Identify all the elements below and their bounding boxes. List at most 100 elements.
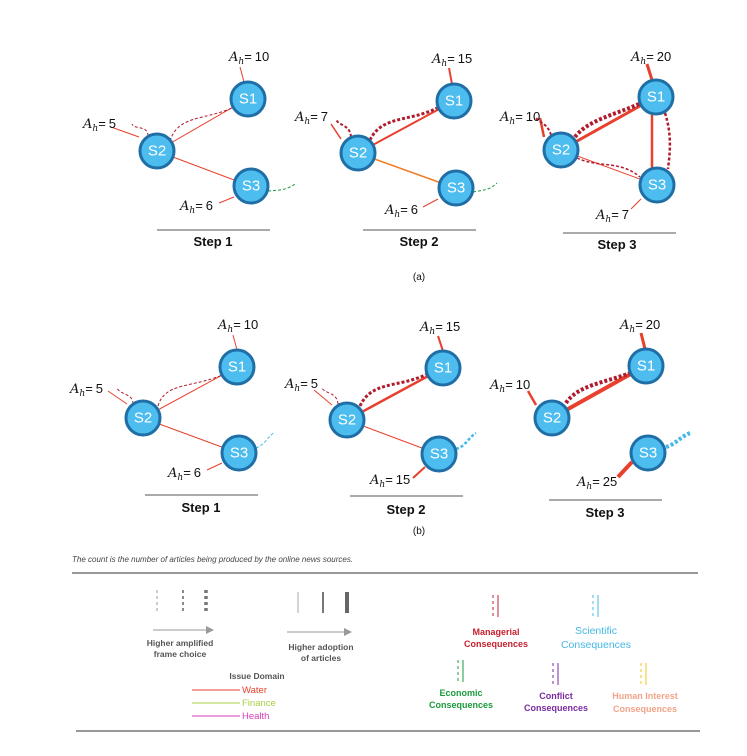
node-s1 [229,80,267,118]
managerial-dotted-edge [564,371,631,405]
managerial-dotted-edge [663,112,672,170]
edge-s1-ah [437,335,444,352]
node-s3 [420,435,458,473]
adoption-line2: of articles [301,653,341,663]
ah-label-s2: Ah= 5 [69,381,103,399]
economic-line1: Economic [439,688,482,698]
panel-a-step-3: S1 S2 S3 Ah= 20 Ah= 10 Ah= 7 Step 3 [499,49,676,252]
step-title: Step 2 [386,502,425,517]
panel-label-b: (b) [413,526,425,537]
managerial-dotted-edge [321,387,339,405]
node-s2-label: S2 [543,410,561,427]
step-title: Step 1 [181,500,220,515]
edge-s2-ah [313,389,333,406]
node-s1 [218,348,256,386]
edge-s1-ah [639,332,647,350]
managerial-line2: Consequences [464,639,528,649]
conflict-line2: Consequences [524,703,588,713]
node-s1-label: S1 [228,359,246,376]
managerial-dotted-edge [576,157,641,178]
legend-frame-choice: Higher amplified frame choice [147,590,214,659]
node-s2-label: S2 [338,412,356,429]
edge-s2-ah [330,123,342,140]
edge-s3-ah [616,460,634,479]
legend-human-interest: Human Interest Consequences [612,663,678,714]
ah-label-s1: Ah= 15 [419,319,460,337]
edge-s3-ah [218,196,235,204]
ah-label-s3: Ah= 6 [384,202,418,220]
arrow-right-icon [206,626,214,634]
legend-scientific: Scientific Consequences [561,595,631,651]
ah-label-s2: Ah= 10 [499,109,540,127]
ah-label-s3: Ah= 15 [369,472,410,490]
edge-s3-ah [630,198,642,210]
economic-line2: Consequences [429,700,493,710]
node-s3-label: S3 [639,445,657,462]
edge-s3-ah [206,462,223,471]
node-s2 [533,399,571,437]
edge-s1-ah [645,63,654,81]
scientific-line1: Scientific [575,625,617,637]
ah-label-s2: Ah= 10 [489,377,530,395]
edge-s2-ah [110,126,140,138]
managerial-dotted-edge [573,102,640,139]
legend-conflict: Conflict Consequences [524,663,588,713]
legend-issue-domain: Issue Domain Water Finance Health [192,671,285,722]
panel-a-step-1: S1 S2 S3 Ah= 10 Ah= 5 Ah= 6 Step 1 [82,49,296,249]
scientific-dotted-edge [255,431,276,449]
node-s1-label: S1 [647,89,665,106]
frame-choice-line2: frame choice [154,649,207,659]
node-s3 [220,434,258,472]
node-s1 [435,82,473,120]
domain-water: Water [242,685,267,696]
ah-label-s3: Ah= 6 [179,198,213,216]
step-title: Step 2 [399,234,438,249]
ah-label-s3: Ah= 25 [576,474,617,492]
domain-health: Health [242,711,269,722]
legend-managerial: Managerial Consequences [464,595,528,649]
edge-s3-ah [412,466,426,479]
arrow-right-icon [344,628,352,636]
domain-finance: Finance [242,698,276,709]
panel-b-step-2: S1 S2 S3 Ah= 15 Ah= 5 Ah= 15 Step 2 [284,319,477,517]
ah-label-s1: Ah= 20 [619,317,660,335]
managerial-dotted-edge [358,372,428,407]
edge-s2-ah [107,390,128,405]
ah-label-s3: Ah= 7 [595,207,629,225]
managerial-dotted-edge [116,387,134,405]
adoption-line1: Higher adoption [288,642,353,652]
node-s3 [232,167,270,205]
node-s2-label: S2 [148,143,166,160]
economic-dotted-edge [472,182,498,193]
node-s3-label: S3 [230,445,248,462]
node-s2 [542,131,580,169]
scientific-line2: Consequences [561,639,631,651]
managerial-line1: Managerial [472,627,519,637]
node-s3 [629,434,667,472]
node-s3-label: S3 [648,177,666,194]
managerial-dotted-edge [169,107,233,142]
panel-a-step-2: S1 S2 S3 Ah= 15 Ah= 7 Ah= 6 Step 2 [294,51,498,249]
node-s2-label: S2 [552,142,570,159]
scientific-dotted-edge [455,431,477,451]
legend-economic: Economic Consequences [429,660,493,710]
managerial-dotted-edge [368,106,438,141]
edge-s1-ah [232,334,238,351]
step-title: Step 1 [193,234,232,249]
node-s3-label: S3 [447,180,465,197]
frame-choice-line1: Higher amplified [147,638,214,648]
panel-b-step-3: S1 S2 S3 Ah= 20 Ah= 10 Ah= 25 Step 3 [489,317,691,520]
node-s3 [638,166,676,204]
node-s2-label: S2 [349,145,367,162]
edge-s1-ah [448,67,453,85]
panel-label-a: (a) [413,272,425,283]
economic-dotted-edge [267,183,296,192]
node-s2 [328,401,366,439]
node-s3 [437,169,475,207]
ah-label-s1: Ah= 10 [217,317,258,335]
node-s1 [627,347,665,385]
scientific-dotted-edge [665,431,691,449]
human-interest-line2: Consequences [613,704,677,714]
edge-s1-ah [239,66,245,83]
node-s3-label: S3 [242,178,260,195]
